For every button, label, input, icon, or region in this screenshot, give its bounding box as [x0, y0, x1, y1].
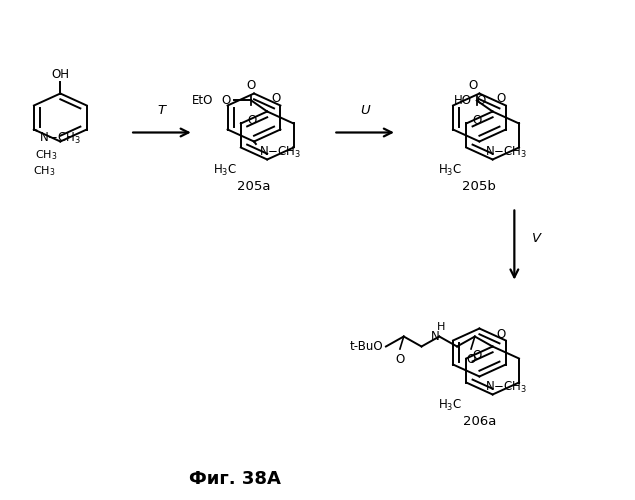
Text: HO: HO	[453, 94, 472, 107]
Text: O: O	[247, 80, 256, 92]
Text: EtO: EtO	[192, 94, 213, 107]
Text: V: V	[532, 232, 541, 245]
Text: H: H	[437, 322, 445, 332]
Text: N$-$CH$_3$: N$-$CH$_3$	[485, 145, 527, 160]
Text: CH$_3$: CH$_3$	[35, 148, 58, 162]
Text: H$_3$C: H$_3$C	[438, 398, 462, 413]
Text: O: O	[467, 353, 476, 366]
Text: Фиг. 38A: Фиг. 38A	[189, 470, 281, 488]
Text: O: O	[497, 92, 505, 106]
Text: O: O	[477, 94, 486, 107]
Text: U: U	[360, 104, 370, 118]
Text: OH: OH	[51, 68, 69, 82]
Text: 206a: 206a	[463, 415, 496, 428]
Text: 205a: 205a	[237, 180, 271, 193]
Text: H$_3$C: H$_3$C	[213, 163, 237, 178]
Text: O: O	[247, 114, 257, 127]
Text: N: N	[431, 330, 439, 343]
Text: 205b: 205b	[462, 180, 497, 193]
Text: H$_3$C: H$_3$C	[438, 163, 462, 178]
Text: O: O	[271, 92, 280, 106]
Text: N$-$CH$_3$: N$-$CH$_3$	[485, 380, 527, 395]
Text: O: O	[472, 349, 482, 362]
Text: t-BuO: t-BuO	[349, 340, 383, 353]
Text: O: O	[221, 94, 231, 107]
Text: O: O	[469, 80, 478, 92]
Text: O: O	[472, 114, 482, 127]
Text: T: T	[158, 104, 166, 118]
Text: CH$_3$: CH$_3$	[32, 164, 55, 178]
Text: O: O	[396, 353, 404, 366]
Text: O: O	[497, 328, 505, 340]
Text: N$-$CH$_3$: N$-$CH$_3$	[39, 130, 81, 146]
Text: N$-$CH$_3$: N$-$CH$_3$	[259, 145, 302, 160]
